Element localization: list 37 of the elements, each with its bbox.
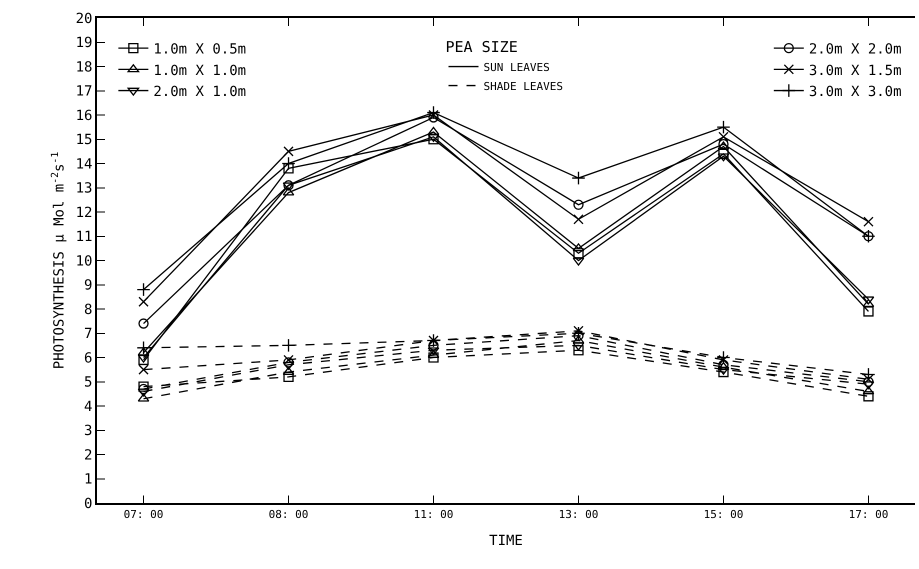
annotation: SUN LEAVES xyxy=(484,60,550,74)
y-tick-label: 20 xyxy=(76,10,92,27)
y-tick-label: 6 xyxy=(84,350,92,366)
legend-label: 3.0m X 3.0m xyxy=(808,84,902,100)
x-tick-label: 17: 00 xyxy=(848,508,888,521)
y-tick-label: 9 xyxy=(84,278,92,294)
y-tick-label: 7 xyxy=(84,326,92,342)
y-tick-label: 5 xyxy=(84,374,92,391)
y-tick-label: 19 xyxy=(76,35,92,52)
y-tick-label: 0 xyxy=(84,496,92,512)
x-tick-label: 15: 00 xyxy=(704,508,744,521)
x-tick-label: 11: 00 xyxy=(414,508,454,521)
x-tick-label: 07: 00 xyxy=(124,508,164,521)
legend-label: 1.0m X 1.0m xyxy=(153,62,246,79)
legend-label: 2.0m X 1.0m xyxy=(153,84,246,100)
y-tick-label: 18 xyxy=(76,59,92,76)
y-tick-label: 10 xyxy=(76,253,92,270)
y-tick-label: 3 xyxy=(84,423,92,440)
y-tick-label: 13 xyxy=(76,180,92,197)
y-tick-label: 2 xyxy=(84,447,92,464)
annotation: SHADE LEAVES xyxy=(484,80,563,93)
x-tick-label: 08: 00 xyxy=(268,508,308,521)
y-tick-label: 17 xyxy=(76,84,92,100)
y-tick-label: 15 xyxy=(76,132,92,148)
y-tick-label: 11 xyxy=(76,229,92,246)
y-tick-label: 14 xyxy=(76,156,92,172)
legend-label: 1.0m X 0.5m xyxy=(153,42,246,58)
y-tick-label: 1 xyxy=(84,472,92,488)
x-axis-title: TIME xyxy=(489,532,523,549)
x-tick-label: 13: 00 xyxy=(558,508,598,521)
legend-title: PEA SIZE xyxy=(446,38,518,56)
y-tick-label: 4 xyxy=(84,398,92,415)
y-tick-label: 12 xyxy=(76,204,92,221)
legend-label: 2.0m X 2.0m xyxy=(808,42,902,58)
legend-label: 3.0m X 1.5m xyxy=(808,62,902,79)
y-tick-label: 16 xyxy=(76,108,92,124)
y-tick-label: 8 xyxy=(84,302,92,318)
